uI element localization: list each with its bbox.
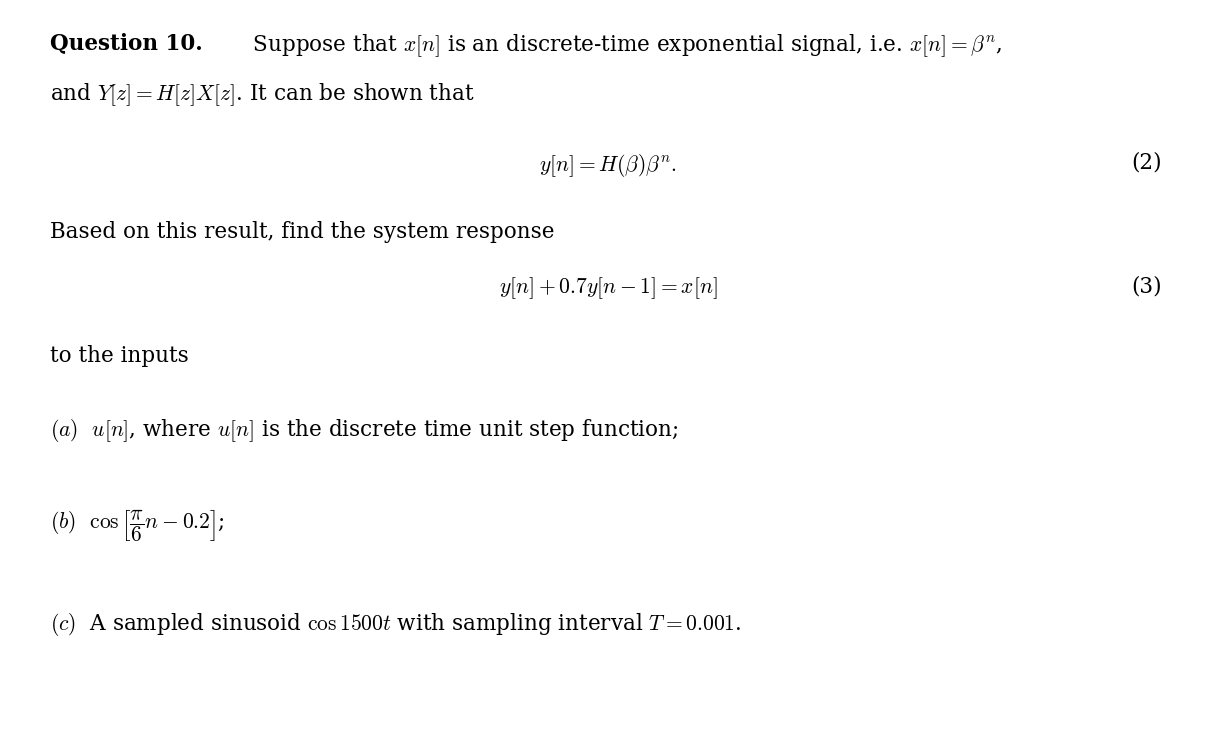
Text: Based on this result, find the system response: Based on this result, find the system re… (50, 221, 554, 243)
Text: to the inputs: to the inputs (50, 345, 189, 367)
Text: $y[n] = H(\beta)\beta^n.$: $y[n] = H(\beta)\beta^n.$ (540, 151, 677, 179)
Text: $(a)$  $u[n]$, where $u[n]$ is the discrete time unit step function;: $(a)$ $u[n]$, where $u[n]$ is the discre… (50, 417, 678, 445)
Text: $y[n] + 0.7y[n-1] = x[n]$: $y[n] + 0.7y[n-1] = x[n]$ (499, 275, 717, 301)
Text: (2): (2) (1132, 151, 1162, 174)
Text: (3): (3) (1132, 275, 1162, 298)
Text: and $Y[z] = H[z]X[z]$. It can be shown that: and $Y[z] = H[z]X[z]$. It can be shown t… (50, 81, 475, 108)
Text: Suppose that $x[n]$ is an discrete-time exponential signal, i.e. $x[n] = \beta^n: Suppose that $x[n]$ is an discrete-time … (246, 32, 1002, 59)
Text: Question 10.: Question 10. (50, 32, 203, 54)
Text: $(b)$  $\cos\left[\dfrac{\pi}{6}n - 0.2\right]$;: $(b)$ $\cos\left[\dfrac{\pi}{6}n - 0.2\r… (50, 507, 225, 544)
Text: $(c)$  A sampled sinusoid $\cos 1500t$ with sampling interval $T = 0.001$.: $(c)$ A sampled sinusoid $\cos 1500t$ wi… (50, 610, 742, 638)
